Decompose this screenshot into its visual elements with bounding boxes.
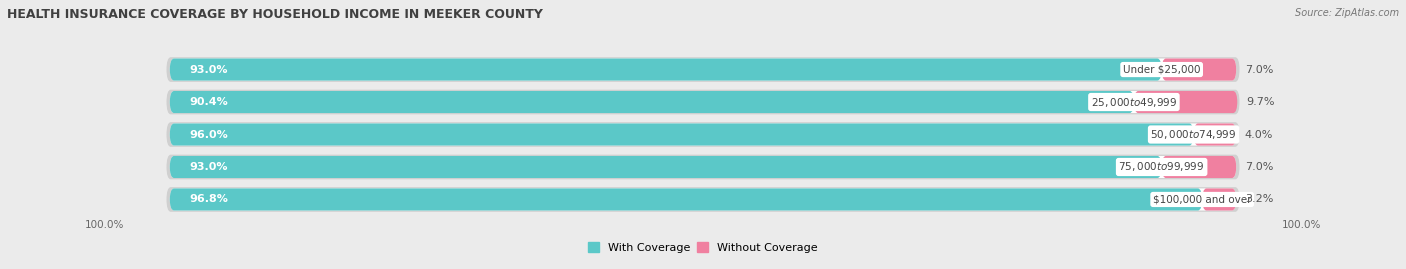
FancyBboxPatch shape bbox=[1194, 123, 1236, 146]
Text: 96.0%: 96.0% bbox=[188, 129, 228, 140]
Legend: With Coverage, Without Coverage: With Coverage, Without Coverage bbox=[588, 242, 818, 253]
FancyBboxPatch shape bbox=[1161, 58, 1236, 81]
FancyBboxPatch shape bbox=[166, 155, 1240, 179]
FancyBboxPatch shape bbox=[170, 123, 1236, 146]
Text: 7.0%: 7.0% bbox=[1244, 65, 1274, 75]
Text: 96.8%: 96.8% bbox=[188, 194, 228, 204]
Text: 93.0%: 93.0% bbox=[188, 162, 228, 172]
Text: 93.0%: 93.0% bbox=[188, 65, 228, 75]
Text: 4.0%: 4.0% bbox=[1244, 129, 1274, 140]
Text: 100.0%: 100.0% bbox=[1282, 220, 1322, 230]
FancyBboxPatch shape bbox=[1202, 188, 1236, 211]
FancyBboxPatch shape bbox=[170, 91, 1236, 113]
FancyBboxPatch shape bbox=[170, 188, 1202, 211]
Text: HEALTH INSURANCE COVERAGE BY HOUSEHOLD INCOME IN MEEKER COUNTY: HEALTH INSURANCE COVERAGE BY HOUSEHOLD I… bbox=[7, 8, 543, 21]
Text: 3.2%: 3.2% bbox=[1244, 194, 1274, 204]
FancyBboxPatch shape bbox=[166, 122, 1240, 147]
Text: 100.0%: 100.0% bbox=[84, 220, 124, 230]
FancyBboxPatch shape bbox=[170, 123, 1194, 146]
FancyBboxPatch shape bbox=[166, 90, 1240, 114]
FancyBboxPatch shape bbox=[170, 156, 1236, 178]
Text: $75,000 to $99,999: $75,000 to $99,999 bbox=[1119, 161, 1205, 174]
Text: Under $25,000: Under $25,000 bbox=[1123, 65, 1201, 75]
Text: 9.7%: 9.7% bbox=[1246, 97, 1274, 107]
FancyBboxPatch shape bbox=[166, 57, 1240, 82]
FancyBboxPatch shape bbox=[170, 156, 1161, 178]
FancyBboxPatch shape bbox=[1161, 156, 1236, 178]
Text: 7.0%: 7.0% bbox=[1244, 162, 1274, 172]
FancyBboxPatch shape bbox=[170, 91, 1133, 113]
FancyBboxPatch shape bbox=[166, 187, 1240, 212]
FancyBboxPatch shape bbox=[170, 58, 1161, 81]
Text: $50,000 to $74,999: $50,000 to $74,999 bbox=[1150, 128, 1237, 141]
Text: Source: ZipAtlas.com: Source: ZipAtlas.com bbox=[1295, 8, 1399, 18]
FancyBboxPatch shape bbox=[1133, 91, 1237, 113]
FancyBboxPatch shape bbox=[170, 58, 1236, 81]
Text: $25,000 to $49,999: $25,000 to $49,999 bbox=[1091, 95, 1177, 108]
Text: $100,000 and over: $100,000 and over bbox=[1153, 194, 1251, 204]
FancyBboxPatch shape bbox=[170, 188, 1236, 211]
Text: 90.4%: 90.4% bbox=[188, 97, 228, 107]
